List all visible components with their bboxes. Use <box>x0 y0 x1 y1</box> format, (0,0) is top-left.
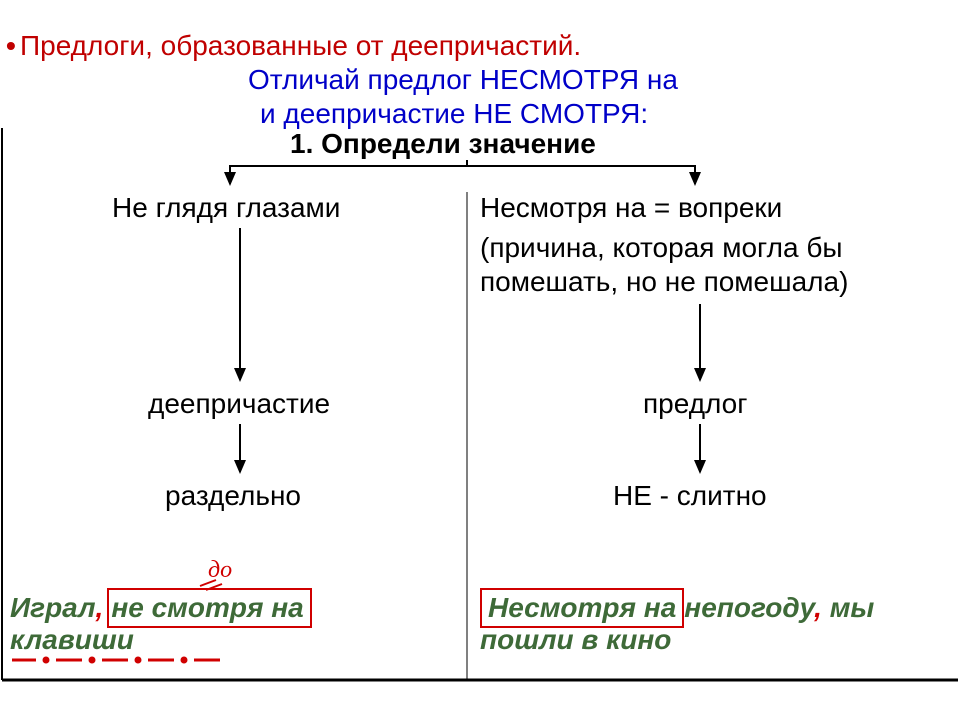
outer-border <box>0 0 960 720</box>
diagram-canvas: • Предлоги, образованные от деепричастий… <box>0 0 960 720</box>
